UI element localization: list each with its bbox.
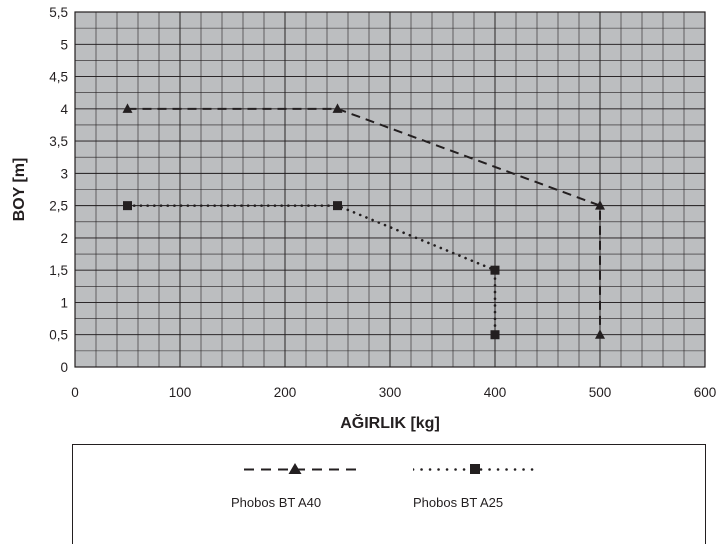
data-point-a40 (332, 103, 343, 113)
legend-item-a40: Phobos BT A40 (231, 445, 381, 510)
y-tick-label: 5,5 (49, 5, 68, 20)
legend: Phobos BT A40 Phobos BT A25 (72, 444, 706, 544)
legend-label-a25: Phobos BT A25 (413, 495, 504, 510)
data-point-a25 (490, 265, 500, 275)
y-tick-label: 1 (60, 295, 68, 310)
y-tick-label: 4,5 (49, 70, 68, 85)
data-point-a40 (595, 329, 605, 339)
legend-label-a40: Phobos BT A40 (231, 495, 322, 510)
x-tick-label: 0 (71, 385, 79, 400)
y-tick-label: 4 (60, 102, 68, 117)
x-tick-label: 400 (484, 385, 507, 400)
square-marker-icon (470, 464, 480, 474)
x-tick-label: 200 (274, 385, 297, 400)
legend-item-a25: Phobos BT A25 (413, 445, 563, 510)
y-tick-label: 0,5 (49, 328, 68, 343)
y-axis-ticks: 0 0,5 1 1,5 2 2,5 3 3,5 4 4,5 5 5,5 (49, 5, 68, 375)
legend-swatch-a25 (413, 464, 539, 474)
x-tick-label: 300 (379, 385, 402, 400)
y-tick-label: 5 (60, 37, 68, 52)
x-axis-ticks: 0 100 200 300 400 500 600 (71, 385, 716, 400)
y-tick-label: 2,5 (49, 199, 68, 214)
y-tick-label: 1,5 (49, 263, 68, 278)
data-point-a40 (595, 200, 605, 210)
legend-swatch-a40 (244, 463, 358, 474)
x-tick-label: 500 (589, 385, 612, 400)
y-tick-label: 3,5 (49, 134, 68, 149)
plot-border (74, 11, 706, 368)
data-point-a25 (123, 201, 132, 211)
x-tick-label: 100 (169, 385, 192, 400)
data-point-a25 (490, 330, 500, 340)
series-line-a25 (126, 204, 497, 337)
series-line-a40 (127, 107, 601, 335)
y-tick-label: 0 (60, 360, 68, 375)
major-gridlines (74, 11, 706, 368)
x-tick-label: 600 (694, 385, 717, 400)
series-layer (122, 103, 605, 340)
chart: 0 0,5 1 1,5 2 2,5 3 3,5 4 4,5 5 5,5 0 100 200 300 400 50… (11, 5, 716, 432)
y-tick-label: 3 (60, 166, 68, 181)
data-point-a25 (333, 201, 342, 211)
y-axis-title: BOY [m] (11, 158, 28, 222)
y-tick-label: 2 (60, 231, 68, 246)
x-axis-title: AĞIRLIK [kg] (340, 413, 440, 432)
triangle-marker-icon (288, 463, 302, 474)
data-point-a40 (122, 103, 133, 113)
